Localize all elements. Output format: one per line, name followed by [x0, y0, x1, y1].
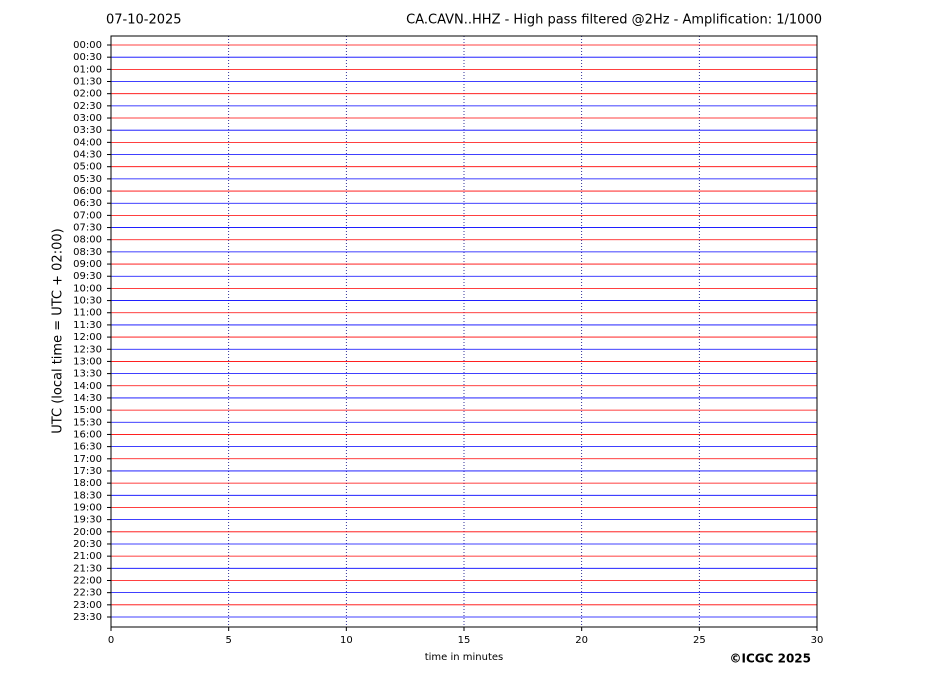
y-tick-label: 01:00: [73, 64, 102, 75]
x-axis-label: time in minutes: [425, 652, 504, 663]
x-tick-label: 0: [108, 635, 114, 646]
y-tick-label: 15:00: [73, 405, 102, 416]
chart-title: CA.CAVN..HHZ - High pass filtered @2Hz -…: [406, 13, 822, 28]
y-tick-label: 11:30: [73, 320, 102, 331]
date: 07-10-2025: [106, 13, 182, 28]
x-tick-label: 15: [458, 635, 471, 646]
y-tick-label: 00:30: [73, 52, 102, 63]
y-tick-label: 07:00: [73, 210, 102, 221]
y-tick-label: 06:30: [73, 198, 102, 209]
y-tick-label: 21:30: [73, 563, 102, 574]
y-tick-label: 11:00: [73, 308, 102, 319]
y-tick-label: 23:00: [73, 600, 102, 611]
y-tick-label: 13:30: [73, 369, 102, 380]
y-tick-label: 03:30: [73, 125, 102, 136]
y-tick-label: 19:00: [73, 502, 102, 513]
x-tick-label: 20: [575, 635, 588, 646]
copyright: ©ICGC 2025: [729, 652, 811, 666]
y-tick-label: 16:00: [73, 429, 102, 440]
y-tick-label: 14:00: [73, 381, 102, 392]
y-tick-label: 16:30: [73, 442, 102, 453]
y-tick-label: 17:00: [73, 454, 102, 465]
y-tick-label: 20:30: [73, 539, 102, 550]
y-tick-label: 19:30: [73, 515, 102, 526]
y-tick-label: 18:00: [73, 478, 102, 489]
y-tick-label: 09:30: [73, 271, 102, 282]
y-tick-label: 08:00: [73, 235, 102, 246]
y-tick-label: 10:00: [73, 283, 102, 294]
y-tick-label: 07:30: [73, 223, 102, 234]
y-tick-label: 10:30: [73, 296, 102, 307]
y-tick-label: 12:30: [73, 344, 102, 355]
x-tick-label: 25: [693, 635, 706, 646]
y-tick-label: 14:30: [73, 393, 102, 404]
x-tick-label: 30: [811, 635, 824, 646]
y-axis-label: UTC (local time = UTC + 02:00): [51, 228, 66, 433]
y-tick-label: 12:00: [73, 332, 102, 343]
y-tick-label: 05:00: [73, 162, 102, 173]
y-tick-label: 21:00: [73, 551, 102, 562]
y-tick-label: 22:30: [73, 588, 102, 599]
y-tick-label: 18:30: [73, 490, 102, 501]
y-tick-label: 17:30: [73, 466, 102, 477]
y-tick-label: 01:30: [73, 77, 102, 88]
y-tick-label: 20:00: [73, 527, 102, 538]
y-tick-label: 05:30: [73, 174, 102, 185]
y-tick-label: 02:00: [73, 89, 102, 100]
y-tick-label: 06:00: [73, 186, 102, 197]
y-tick-label: 08:30: [73, 247, 102, 258]
y-tick-label: 09:00: [73, 259, 102, 270]
y-tick-label: 03:00: [73, 113, 102, 124]
y-tick-label: 23:30: [73, 612, 102, 623]
y-tick-label: 22:00: [73, 575, 102, 586]
y-tick-label: 04:30: [73, 150, 102, 161]
plot-frame: [110, 35, 818, 628]
y-tick-label: 02:30: [73, 101, 102, 112]
y-tick-label: 00:00: [73, 40, 102, 51]
y-tick-label: 13:00: [73, 356, 102, 367]
x-tick-label: 10: [340, 635, 353, 646]
x-tick-label: 5: [225, 635, 231, 646]
y-tick-label: 04:00: [73, 137, 102, 148]
y-tick-label: 15:30: [73, 417, 102, 428]
